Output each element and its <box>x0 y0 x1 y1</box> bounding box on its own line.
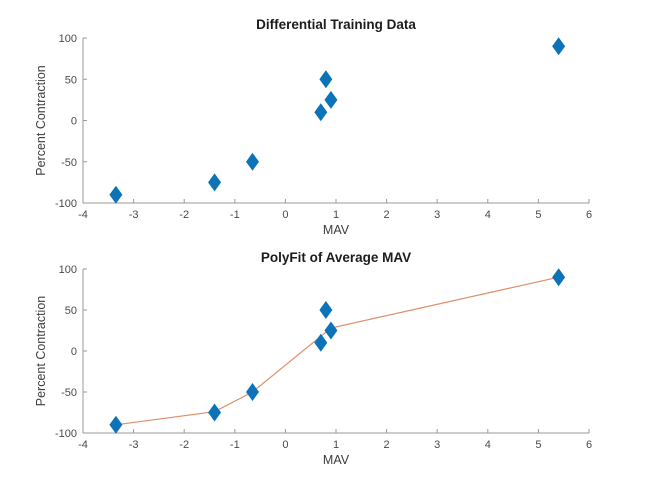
data-point-marker <box>246 383 260 401</box>
x-tick-label: 6 <box>586 209 592 221</box>
x-tick-label: 2 <box>384 439 390 451</box>
x-tick-label: -1 <box>230 209 240 221</box>
data-point-marker <box>109 185 123 204</box>
x-tick-label: -3 <box>129 439 139 451</box>
y-tick-label: 100 <box>59 33 77 45</box>
chart-title: Differential Training Data <box>256 17 416 32</box>
fit-line <box>115 276 559 426</box>
x-tick-label: -2 <box>179 439 189 451</box>
data-point-marker <box>314 103 328 122</box>
y-tick-label: 0 <box>71 116 77 128</box>
data-point-marker <box>552 37 566 56</box>
x-tick-label: 0 <box>282 209 288 221</box>
data-point-marker <box>314 333 328 352</box>
x-axis-label: MAV <box>323 223 350 237</box>
x-tick-label: 4 <box>485 209 491 221</box>
y-axis-label: Percent Contraction <box>34 65 48 176</box>
data-point-marker <box>246 152 260 171</box>
data-point-marker <box>324 90 338 109</box>
x-tick-label: 4 <box>485 439 491 451</box>
y-tick-label: 100 <box>59 264 77 276</box>
chart-differential-training-data: -4 -3 -2 -1 0 1 2 3 4 5 6 -100 -50 0 50 100 Differential… <box>34 17 592 237</box>
x-tick-label: -4 <box>78 439 88 451</box>
x-tick-label: 3 <box>434 209 440 221</box>
y-axis-label: Percent Contraction <box>34 296 48 407</box>
x-tick-label: -4 <box>78 209 88 221</box>
data-point-marker <box>319 301 333 319</box>
chart-polyfit-of-average-mav: -4 -3 -2 -1 0 1 2 3 4 5 6 -100 -50 0 50 100 PolyFit of A… <box>34 250 592 467</box>
x-tick-label: 0 <box>282 439 288 451</box>
y-tick-label: -50 <box>61 387 77 399</box>
y-tick-label: 50 <box>65 74 77 86</box>
x-tick-label: 5 <box>535 439 541 451</box>
x-tick-label: 2 <box>384 209 390 221</box>
x-tick-label: 6 <box>586 439 592 451</box>
y-tick-label: 0 <box>71 346 77 358</box>
data-point-marker <box>552 268 566 287</box>
x-tick-label: 1 <box>333 209 339 221</box>
data-point-marker <box>324 321 338 340</box>
data-point-marker <box>109 415 123 434</box>
y-tick-label: -100 <box>55 428 77 440</box>
y-tick-label: -50 <box>61 157 77 169</box>
chart-title: PolyFit of Average MAV <box>261 250 411 265</box>
x-tick-label: 1 <box>333 439 339 451</box>
x-tick-label: 3 <box>434 439 440 451</box>
data-point-marker <box>319 70 333 89</box>
x-tick-label: -1 <box>230 439 240 451</box>
x-tick-label: -3 <box>129 209 139 221</box>
y-tick-label: 50 <box>65 305 77 317</box>
x-tick-label: -2 <box>179 209 189 221</box>
x-tick-label: 5 <box>535 209 541 221</box>
y-tick-label: -100 <box>55 198 77 210</box>
data-point-marker <box>208 403 222 422</box>
data-point-marker <box>208 173 222 192</box>
x-axis-label: MAV <box>323 453 350 467</box>
